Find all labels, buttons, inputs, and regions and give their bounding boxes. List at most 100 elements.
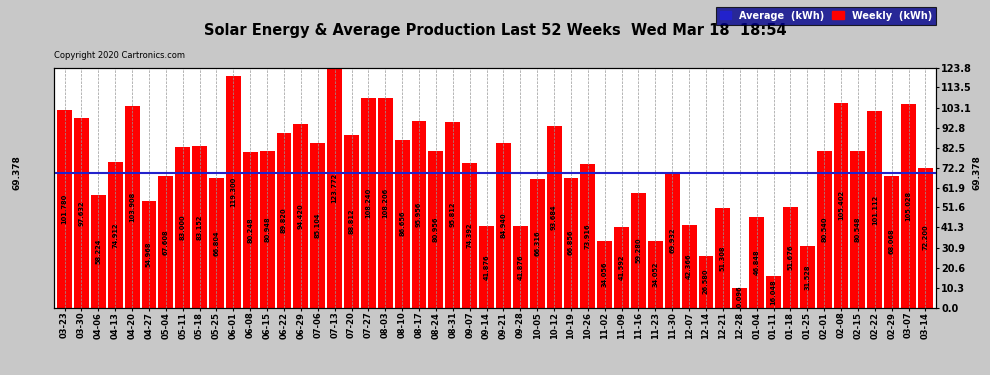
Text: 41.876: 41.876 xyxy=(518,254,524,280)
Bar xyxy=(699,256,714,307)
Text: 10.096: 10.096 xyxy=(737,285,742,310)
Text: 108.206: 108.206 xyxy=(382,188,388,218)
Bar xyxy=(446,122,460,308)
Text: 42.366: 42.366 xyxy=(686,254,692,279)
Text: 54.968: 54.968 xyxy=(146,242,152,267)
Bar xyxy=(850,152,865,308)
Bar xyxy=(800,246,815,308)
Bar xyxy=(867,111,882,308)
Bar xyxy=(108,162,123,308)
Text: 58.224: 58.224 xyxy=(95,238,101,264)
Text: 80.548: 80.548 xyxy=(855,217,861,242)
Text: 74.912: 74.912 xyxy=(112,222,118,248)
Bar xyxy=(429,150,444,308)
Text: 80.948: 80.948 xyxy=(264,216,270,242)
Bar xyxy=(530,179,544,308)
Bar xyxy=(345,135,359,308)
Bar xyxy=(479,226,494,308)
Text: 59.280: 59.280 xyxy=(636,237,642,263)
Bar xyxy=(783,207,798,308)
Text: 31.528: 31.528 xyxy=(804,264,810,290)
Bar xyxy=(884,176,899,308)
Text: 88.812: 88.812 xyxy=(348,209,354,234)
Bar xyxy=(918,168,933,308)
Bar xyxy=(766,276,781,308)
Bar xyxy=(716,208,731,308)
Bar xyxy=(462,163,477,308)
Text: 101.112: 101.112 xyxy=(872,194,878,225)
Text: 80.540: 80.540 xyxy=(821,217,828,242)
Text: 80.956: 80.956 xyxy=(433,216,439,242)
Text: 86.656: 86.656 xyxy=(399,211,405,236)
Bar xyxy=(243,152,257,308)
Text: Copyright 2020 Cartronics.com: Copyright 2020 Cartronics.com xyxy=(54,51,185,60)
Text: 95.812: 95.812 xyxy=(449,202,455,227)
Text: 105.402: 105.402 xyxy=(838,190,844,220)
Text: 84.940: 84.940 xyxy=(500,212,507,238)
Bar xyxy=(597,242,612,308)
Text: 67.608: 67.608 xyxy=(162,229,169,255)
Text: 119.300: 119.300 xyxy=(231,177,237,207)
Text: 66.856: 66.856 xyxy=(568,230,574,255)
Text: 51.308: 51.308 xyxy=(720,245,726,270)
Bar xyxy=(91,195,106,308)
Text: 41.876: 41.876 xyxy=(483,254,490,280)
Text: 105.028: 105.028 xyxy=(906,190,912,221)
Bar xyxy=(614,227,629,308)
Bar xyxy=(328,68,343,308)
Bar xyxy=(361,98,376,308)
Bar xyxy=(563,178,578,308)
Bar xyxy=(175,147,190,308)
Bar xyxy=(395,140,410,308)
Bar xyxy=(665,172,680,308)
Bar xyxy=(142,201,156,308)
Text: 68.068: 68.068 xyxy=(889,229,895,254)
Text: 123.772: 123.772 xyxy=(332,172,338,202)
Text: 103.908: 103.908 xyxy=(129,192,135,222)
Text: 69.932: 69.932 xyxy=(669,227,675,252)
Bar xyxy=(293,124,308,308)
Text: 46.848: 46.848 xyxy=(753,249,759,275)
Text: 66.316: 66.316 xyxy=(535,230,541,256)
Legend: Average  (kWh), Weekly  (kWh): Average (kWh), Weekly (kWh) xyxy=(716,7,936,24)
Bar xyxy=(74,118,89,308)
Bar xyxy=(378,98,393,308)
Text: 83.000: 83.000 xyxy=(180,214,186,240)
Bar xyxy=(125,106,140,307)
Text: 73.916: 73.916 xyxy=(585,223,591,249)
Bar xyxy=(226,76,241,308)
Bar xyxy=(412,122,427,308)
Text: 83.152: 83.152 xyxy=(197,214,203,240)
Text: Solar Energy & Average Production Last 52 Weeks  Wed Mar 18  18:54: Solar Energy & Average Production Last 5… xyxy=(204,22,786,38)
Bar xyxy=(580,164,595,308)
Text: 89.820: 89.820 xyxy=(281,208,287,233)
Bar xyxy=(259,151,274,308)
Text: 66.804: 66.804 xyxy=(214,230,220,255)
Bar xyxy=(192,146,207,308)
Bar xyxy=(682,225,697,308)
Bar xyxy=(901,104,916,308)
Text: 34.056: 34.056 xyxy=(602,262,608,287)
Text: 26.580: 26.580 xyxy=(703,269,709,294)
Bar xyxy=(310,142,325,308)
Bar xyxy=(647,242,662,308)
Text: 51.676: 51.676 xyxy=(787,244,793,270)
Text: 101.780: 101.780 xyxy=(61,194,67,224)
Bar xyxy=(834,103,848,308)
Text: 69.378: 69.378 xyxy=(972,156,982,190)
Text: 85.104: 85.104 xyxy=(315,212,321,238)
Bar xyxy=(817,152,832,308)
Text: 108.240: 108.240 xyxy=(365,188,371,218)
Text: 74.392: 74.392 xyxy=(466,223,472,248)
Bar xyxy=(749,217,764,308)
Bar xyxy=(57,110,72,308)
Text: 94.420: 94.420 xyxy=(298,203,304,229)
Bar xyxy=(546,126,561,308)
Bar xyxy=(631,193,645,308)
Text: 93.684: 93.684 xyxy=(551,204,557,230)
Text: 34.052: 34.052 xyxy=(652,262,658,287)
Text: 69.378: 69.378 xyxy=(12,156,22,190)
Text: 95.956: 95.956 xyxy=(416,202,422,227)
Text: 80.248: 80.248 xyxy=(248,217,253,243)
Bar xyxy=(496,143,511,308)
